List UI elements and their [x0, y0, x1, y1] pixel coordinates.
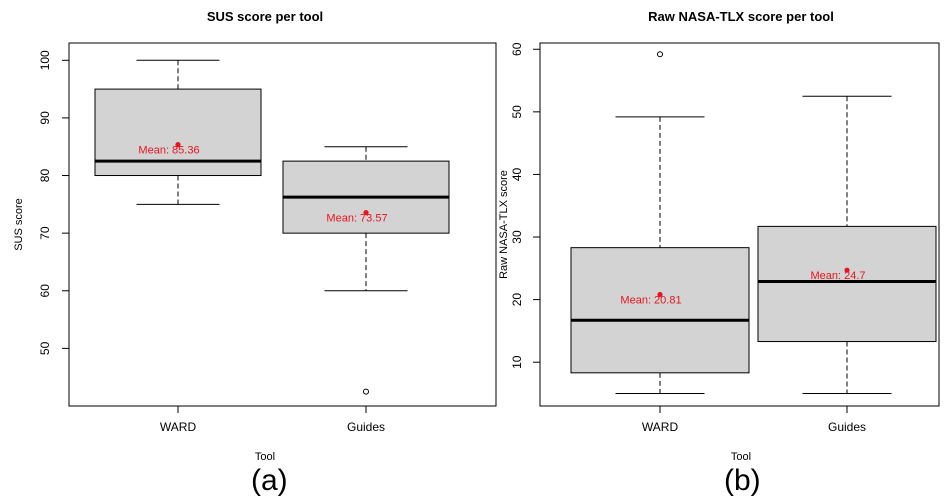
- outlier-point: [363, 388, 369, 395]
- y-axis-label: Raw NASA-TLX score: [498, 170, 510, 279]
- panel-tag-a: (a): [251, 464, 288, 497]
- y-tick-label: 30: [510, 230, 524, 244]
- chart-sus: SUS score per tool 50 60 70 80 90 100 SUS score…: [13, 9, 497, 463]
- outlier-point: [657, 51, 663, 58]
- box-guides: Mean: 24.7: [757, 95, 937, 394]
- x-axis-label: Tool: [731, 451, 751, 463]
- box-iqr: [757, 225, 937, 343]
- y-tick-label: 90: [38, 111, 52, 125]
- y-tick-label: 60: [510, 42, 524, 56]
- mean-point: [363, 209, 369, 216]
- mean-point: [844, 267, 850, 273]
- mean-label: Mean: 20.81: [620, 295, 681, 307]
- chart-title: SUS score per tool: [207, 9, 323, 24]
- y-tick-label: 50: [510, 105, 524, 119]
- y-tick-label: 100: [38, 50, 52, 70]
- x-tick-label: Guides: [828, 420, 866, 434]
- x-tick-label: WARD: [160, 420, 197, 434]
- mean-point: [657, 291, 663, 298]
- y-tick-label: 10: [510, 355, 524, 369]
- mean-label: Mean: 73.57: [326, 213, 387, 225]
- x-tick-label: Guides: [347, 420, 385, 434]
- y-tick-label: 70: [38, 226, 52, 240]
- y-tick-label: 40: [510, 167, 524, 181]
- y-tick-label: 60: [38, 284, 52, 298]
- x-axis-label: Tool: [255, 451, 275, 463]
- plot-frame: [68, 42, 497, 407]
- y-tick-label: 80: [38, 169, 52, 183]
- x-tick-label: WARD: [642, 420, 679, 434]
- box-ward: Mean: 85.36: [94, 59, 262, 205]
- y-tick-label: 20: [510, 293, 524, 307]
- y-axis-label: SUS score: [13, 198, 25, 251]
- box-iqr: [570, 247, 750, 374]
- mean-label: Mean: 85.36: [138, 145, 199, 157]
- box-ward: Mean: 20.81: [570, 51, 750, 394]
- plot-frame: [539, 42, 940, 407]
- y-tick-label: 50: [38, 341, 52, 355]
- chart-nasa-tlx: Raw NASA-TLX score per tool 10 20 30 40 50 60 R…: [498, 9, 940, 463]
- mean-label: Mean: 24.7: [810, 270, 865, 282]
- box-guides: Mean: 73.57: [282, 146, 450, 395]
- panel-tag-b: (b): [724, 464, 761, 497]
- chart-title: Raw NASA-TLX score per tool: [648, 9, 834, 24]
- mean-point: [175, 142, 181, 148]
